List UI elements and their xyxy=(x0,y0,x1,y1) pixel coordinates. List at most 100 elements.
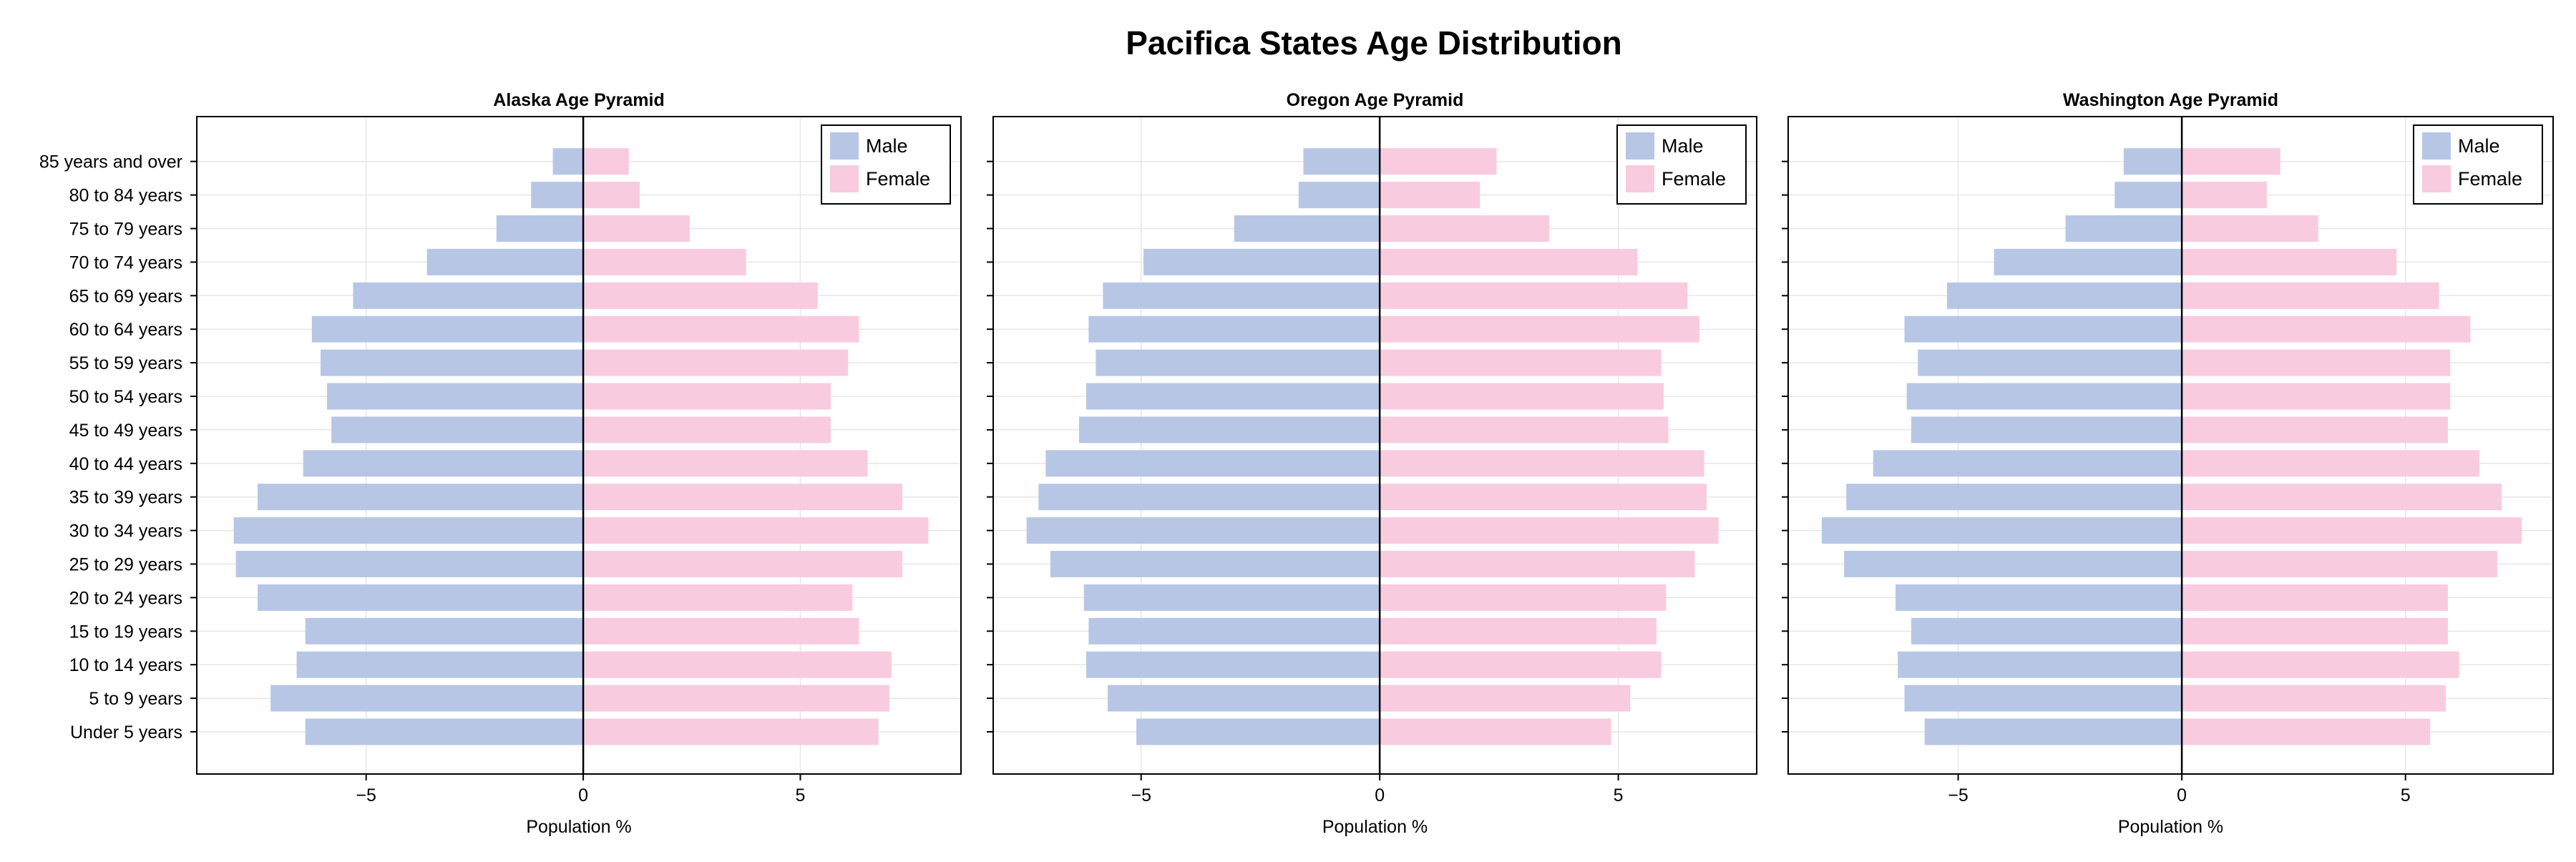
male-bar xyxy=(305,617,584,645)
male-bar xyxy=(1108,685,1380,712)
y-tick-label: Under 5 years xyxy=(70,723,182,743)
y-tick-label: 85 years and over xyxy=(39,152,182,172)
female-bar xyxy=(583,584,853,611)
male-bar xyxy=(1898,651,2182,678)
male-bar xyxy=(1911,617,2182,645)
female-bar xyxy=(2182,450,2479,477)
male-bar xyxy=(1906,383,2182,410)
panel-title: Oregon Age Pyramid xyxy=(1287,90,1464,110)
male-bar xyxy=(235,551,584,577)
legend-label: Male xyxy=(866,135,908,157)
male-bar xyxy=(1846,484,2182,511)
legend: Male Female xyxy=(821,124,951,205)
male-bar xyxy=(1079,416,1380,444)
female-bar xyxy=(1380,517,1719,544)
female-bar xyxy=(583,651,892,678)
male-bar xyxy=(1096,349,1380,376)
legend-swatch xyxy=(1626,165,1654,192)
female-bar xyxy=(2182,685,2446,712)
male-bar xyxy=(257,584,584,611)
male-bar xyxy=(233,517,584,544)
female-bar xyxy=(2182,551,2497,577)
female-bar xyxy=(2182,148,2280,175)
male-bar xyxy=(1298,182,1380,209)
figure-title: Pacifica States Age Distribution xyxy=(1126,24,1622,62)
male-bar xyxy=(1896,584,2182,611)
legend-swatch xyxy=(830,165,859,192)
male-bar xyxy=(531,182,584,209)
male-bar xyxy=(1821,517,2182,544)
plot-frame xyxy=(992,116,1757,775)
x-tick-label: 0 xyxy=(578,785,588,805)
legend-swatch xyxy=(2422,132,2451,160)
female-bar xyxy=(2182,215,2318,242)
male-bar xyxy=(1234,215,1380,242)
y-tick-label: 10 to 14 years xyxy=(69,655,182,675)
female-bar xyxy=(1380,718,1611,745)
male-bar xyxy=(1904,315,2182,343)
x-tick-label: −5 xyxy=(1131,785,1151,805)
y-tick-label: 40 to 44 years xyxy=(69,454,182,474)
panel-title: Alaska Age Pyramid xyxy=(493,90,664,110)
female-bar xyxy=(1380,450,1704,477)
female-bar xyxy=(583,517,929,544)
legend-swatch xyxy=(2422,165,2451,192)
female-bar xyxy=(2182,484,2502,511)
male-bar xyxy=(2114,182,2182,209)
male-bar xyxy=(1086,383,1380,410)
female-bar xyxy=(2182,651,2459,678)
x-tick-label: −5 xyxy=(1948,785,1968,805)
female-bar xyxy=(2182,617,2449,645)
x-tick-label: 5 xyxy=(796,785,806,805)
female-bar xyxy=(583,248,746,275)
male-bar xyxy=(331,416,584,444)
female-bar xyxy=(2182,383,2451,410)
female-bar xyxy=(2182,584,2449,611)
female-bar xyxy=(2182,182,2267,209)
plot-frame xyxy=(1787,116,2554,775)
female-bar xyxy=(2182,349,2451,376)
plot-frame xyxy=(196,116,962,775)
x-tick-label: 0 xyxy=(2177,785,2187,805)
male-bar xyxy=(1136,718,1380,745)
female-bar xyxy=(1380,315,1699,343)
y-tick-label: 15 to 19 years xyxy=(69,622,182,642)
x-tick-label: 0 xyxy=(1375,785,1385,805)
male-bar xyxy=(1994,248,2182,275)
male-bar xyxy=(426,248,584,275)
female-bar xyxy=(2182,282,2439,309)
male-bar xyxy=(1904,685,2182,712)
y-tick-label: 55 to 59 years xyxy=(69,353,182,373)
female-bar xyxy=(583,215,690,242)
legend: Male Female xyxy=(1616,124,1747,205)
female-bar xyxy=(1380,248,1638,275)
male-bar xyxy=(305,718,584,745)
female-bar xyxy=(1380,416,1669,444)
male-bar xyxy=(353,282,584,309)
y-tick-label: 20 to 24 years xyxy=(69,588,182,608)
y-tick-label: 65 to 69 years xyxy=(69,286,182,306)
female-bar xyxy=(583,148,629,175)
male-bar xyxy=(327,383,584,410)
x-axis-label: Population % xyxy=(526,817,631,837)
legend-label: Female xyxy=(1662,168,1726,190)
male-bar xyxy=(257,484,584,511)
y-tick-label: 30 to 34 years xyxy=(69,521,182,542)
x-axis-label: Population % xyxy=(1322,817,1428,837)
panel-0: Under 5 years 5 to 9 years 10 to 14 years 1… xyxy=(39,90,962,837)
male-bar xyxy=(1844,551,2182,577)
female-bar xyxy=(583,416,831,444)
female-bar xyxy=(1380,148,1497,175)
female-bar xyxy=(583,349,849,376)
legend-label: Female xyxy=(866,168,930,190)
female-bar xyxy=(1380,584,1667,611)
legend-swatch xyxy=(830,132,859,160)
legend-swatch xyxy=(1626,132,1654,160)
female-bar xyxy=(1380,484,1707,511)
female-bar xyxy=(583,484,903,511)
female-bar xyxy=(1380,182,1480,209)
y-tick-label: 45 to 49 years xyxy=(69,421,182,441)
y-tick-label: 5 to 9 years xyxy=(89,689,182,709)
